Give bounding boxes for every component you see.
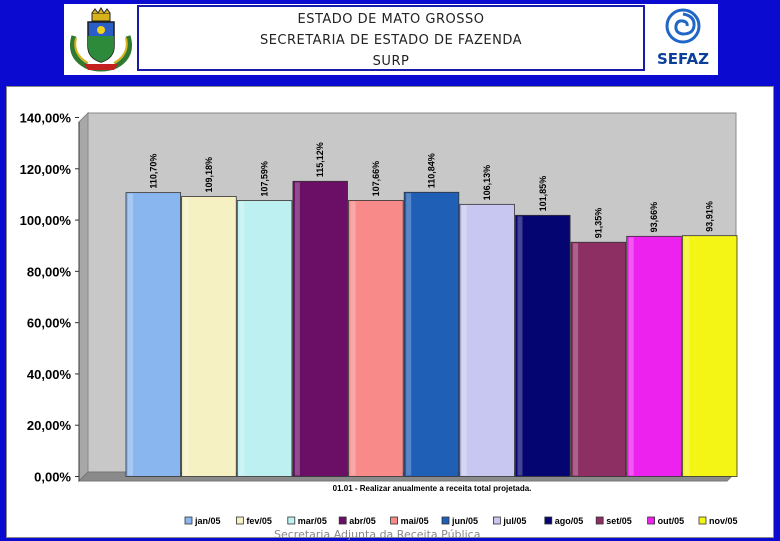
legend-label: nov/05 — [709, 516, 738, 526]
bar-data-label: 109,18% — [204, 157, 214, 193]
chart-panel: 0,00% 20,00% 40,00% 60,00% 80,00% 100,00% 120,… — [6, 86, 774, 538]
y-axis-tick-label: 120,00% — [20, 162, 72, 177]
bar-data-label: 115,12% — [315, 142, 325, 177]
bar-jan-05 — [125, 192, 182, 477]
bar-highlight — [294, 182, 300, 476]
bar-highlight — [350, 201, 356, 476]
bar-data-label: 107,66% — [371, 161, 381, 197]
legend-label: jun/05 — [451, 516, 478, 526]
bar-data-label: 93,91% — [705, 201, 715, 232]
bar-data-label: 106,13% — [482, 165, 492, 201]
plot-side-wall — [78, 111, 89, 483]
bar-mai-05 — [348, 200, 404, 477]
legend-swatch — [647, 516, 655, 525]
header-title-box: ESTADO DE MATO GROSSO SECRETARIA DE ESTA… — [137, 5, 645, 71]
legend-swatch — [441, 516, 450, 525]
bar-highlight — [128, 193, 133, 476]
legend-label: fev/05 — [246, 516, 272, 526]
legend-swatch — [492, 516, 501, 525]
y-axis-tick-label: 140,00% — [20, 111, 72, 126]
legend-label: set/05 — [606, 516, 632, 526]
legend-swatch — [595, 516, 604, 525]
bar-data-label: 93,66% — [649, 202, 659, 233]
legend-swatch — [184, 516, 193, 525]
legend-label: jul/05 — [502, 516, 526, 526]
bar-out-05 — [626, 235, 682, 477]
bar-jul-05 — [459, 203, 515, 477]
bar-set-05 — [570, 241, 627, 477]
bar-fev-05 — [181, 196, 237, 477]
legend-label: ago/05 — [555, 516, 584, 526]
legend-label: jan/05 — [194, 516, 221, 526]
legend-swatch — [287, 516, 296, 525]
header-line-state: ESTADO DE MATO GROSSO — [297, 12, 485, 27]
y-axis-tick-label: 40,00% — [27, 367, 72, 382]
legend-swatch — [698, 516, 707, 525]
bar-jun-05 — [403, 191, 460, 477]
y-axis-tick-label: 100,00% — [20, 213, 72, 228]
sefaz-logo: SEFAZ — [650, 6, 716, 72]
bar-chart: 0,00% 20,00% 40,00% 60,00% 80,00% 100,00% 120,… — [20, 111, 738, 527]
bar-ago-05 — [515, 214, 571, 477]
bar-mar-05 — [236, 200, 293, 477]
legend-swatch — [544, 516, 553, 525]
bar-highlight — [628, 237, 634, 476]
bar-nov-05 — [681, 235, 738, 477]
legend-swatch — [338, 516, 347, 525]
footer-caption: Secretaria Adjunta da Receita Pública — [274, 528, 481, 541]
legend-swatch — [390, 516, 399, 525]
header-line-secretariat: SECRETARIA DE ESTADO DE FAZENDA — [259, 33, 523, 48]
legend-swatch — [235, 516, 244, 525]
bar-data-label: 110,84% — [427, 153, 437, 188]
header-line-unit: SURP — [372, 54, 410, 69]
bar-highlight — [684, 236, 690, 476]
x-axis-label: 01.01 - Realizar anualmente a receita to… — [333, 484, 532, 493]
bar-data-label: 110,70% — [148, 154, 158, 189]
legend-label: mai/05 — [401, 516, 429, 526]
bar-abr-05 — [292, 180, 348, 477]
sefaz-logo-text: SEFAZ — [656, 50, 710, 68]
legend-label: out/05 — [658, 516, 685, 526]
y-axis-tick-label: 80,00% — [27, 264, 72, 279]
bar-data-label: 91,35% — [593, 208, 603, 239]
y-axis-tick-label: 20,00% — [27, 418, 72, 433]
bar-highlight — [406, 193, 412, 476]
bar-highlight — [183, 197, 189, 476]
legend-label: abr/05 — [349, 516, 376, 526]
bar-highlight — [461, 205, 467, 476]
bar-highlight — [517, 216, 523, 476]
coat-of-arms-emblem — [66, 6, 136, 72]
legend-label: mar/05 — [298, 516, 327, 526]
y-axis-tick-label: 60,00% — [27, 316, 72, 331]
bar-highlight — [239, 201, 245, 476]
bar-highlight — [573, 243, 579, 476]
bar-data-label: 107,59% — [260, 161, 270, 197]
y-axis-tick-label: 0,00% — [34, 470, 71, 485]
bar-data-label: 101,85% — [538, 176, 548, 212]
